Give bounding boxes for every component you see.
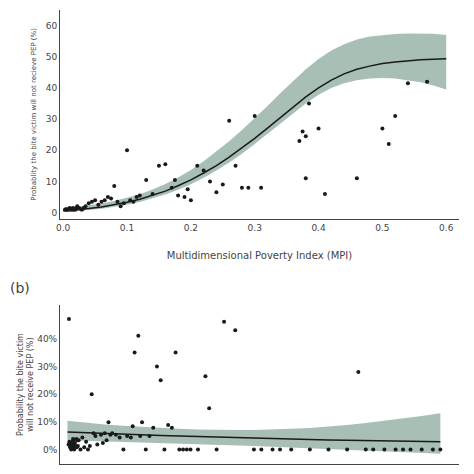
svg-text:60: 60 bbox=[46, 21, 58, 31]
svg-text:(b): (b) bbox=[10, 280, 30, 296]
svg-text:10: 10 bbox=[46, 177, 58, 187]
svg-text:Probablity the bite victim wil: Probablity the bite victim will not reci… bbox=[30, 28, 38, 201]
svg-text:50: 50 bbox=[46, 52, 58, 62]
svg-text:0.1: 0.1 bbox=[120, 223, 134, 233]
svg-text:30: 30 bbox=[46, 114, 58, 124]
svg-text:0.0: 0.0 bbox=[56, 223, 71, 233]
svg-text:20%: 20% bbox=[37, 389, 57, 399]
svg-text:30%: 30% bbox=[37, 362, 57, 372]
svg-text:20: 20 bbox=[46, 145, 58, 155]
svg-text:0.5: 0.5 bbox=[375, 223, 389, 233]
svg-text:0.6: 0.6 bbox=[439, 223, 454, 233]
svg-text:0: 0 bbox=[51, 208, 57, 218]
svg-text:0.4: 0.4 bbox=[311, 223, 326, 233]
svg-text:0.2: 0.2 bbox=[184, 223, 198, 233]
svg-text:0%: 0% bbox=[43, 445, 58, 455]
svg-text:Probability the bite victimwil: Probability the bite victimwill not rece… bbox=[16, 333, 35, 436]
svg-text:10%: 10% bbox=[37, 417, 57, 427]
svg-text:40%: 40% bbox=[37, 334, 57, 344]
svg-text:Multidimensional Poverty Index: Multidimensional Poverty Index (MPI) bbox=[167, 250, 353, 261]
svg-text:40: 40 bbox=[46, 83, 58, 93]
svg-text:0.3: 0.3 bbox=[248, 223, 262, 233]
